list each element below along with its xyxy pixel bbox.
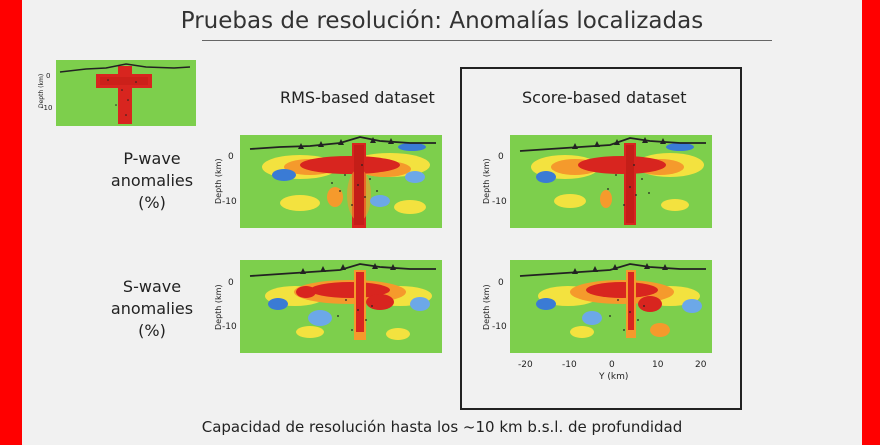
y-tick-neg10: -10 [562, 360, 577, 370]
thumbnail-depth-axis-label: Depth (km) [38, 73, 45, 108]
title-divider [202, 40, 772, 41]
row-label-p-wave: P-wave anomalies (%) [110, 148, 194, 214]
y-axis-label: Y (km) [599, 372, 629, 382]
column-heading-score: Score-based dataset [522, 88, 687, 107]
input-model-thumbnail [56, 60, 196, 126]
row-label-s-wave-line2: anomalies [110, 299, 194, 318]
p-score-tick-0: 0 [498, 152, 504, 162]
column-heading-rms: RMS-based dataset [280, 88, 435, 107]
s-rms-tick-10: -10 [222, 322, 237, 332]
y-tick-20: 20 [695, 360, 707, 370]
s-wave-score-tomography [510, 260, 712, 353]
s-score-depth-axis-label: Depth (km) [482, 284, 491, 330]
p-rms-tick-10: -10 [222, 197, 237, 207]
row-label-s-wave-line1: S-wave [122, 277, 182, 296]
y-tick-10: 10 [652, 360, 664, 370]
s-score-tick-10: -10 [492, 322, 507, 332]
row-label-p-wave-line1: P-wave [123, 149, 181, 168]
p-wave-rms-tomography [240, 135, 442, 228]
s-wave-rms-tomography [240, 260, 442, 353]
slide: Pruebas de resolución: Anomalías localiz… [22, 0, 862, 445]
p-wave-score-tomography [510, 135, 712, 228]
y-tick-0: 0 [609, 360, 615, 370]
s-rms-tick-0: 0 [228, 278, 234, 288]
row-label-p-wave-line3: (%) [138, 193, 166, 212]
s-score-tick-0: 0 [498, 278, 504, 288]
row-label-s-wave-line3: (%) [138, 321, 166, 340]
slide-footer-caption: Capacidad de resolución hasta los ~10 km… [201, 418, 683, 436]
score-dataset-frame [460, 67, 742, 410]
p-rms-tick-0: 0 [228, 152, 234, 162]
p-score-depth-axis-label: Depth (km) [482, 158, 491, 204]
slide-title: Pruebas de resolución: Anomalías localiz… [180, 8, 704, 34]
thumbnail-tick-10: -10 [41, 104, 53, 112]
p-score-tick-10: -10 [492, 197, 507, 207]
row-label-s-wave: S-wave anomalies (%) [110, 276, 194, 342]
row-label-p-wave-line2: anomalies [110, 171, 194, 190]
thumbnail-tick-0: 0 [46, 72, 51, 80]
y-tick-neg20: -20 [518, 360, 533, 370]
